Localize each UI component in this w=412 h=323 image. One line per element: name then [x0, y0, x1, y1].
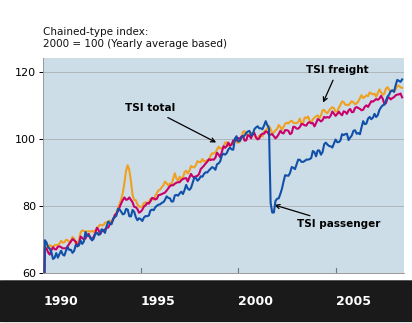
Text: TSI total: TSI total	[125, 103, 215, 142]
Text: 2005: 2005	[335, 295, 370, 308]
FancyBboxPatch shape	[0, 280, 412, 322]
Text: TSI freight: TSI freight	[307, 65, 369, 101]
Text: Chained-type index:: Chained-type index:	[43, 27, 149, 37]
Text: 1995: 1995	[140, 295, 176, 308]
Text: 2000 = 100 (Yearly average based): 2000 = 100 (Yearly average based)	[43, 39, 227, 49]
Text: 2000: 2000	[238, 295, 273, 308]
Text: TSI passenger: TSI passenger	[276, 204, 380, 229]
Text: 1990: 1990	[43, 295, 78, 308]
